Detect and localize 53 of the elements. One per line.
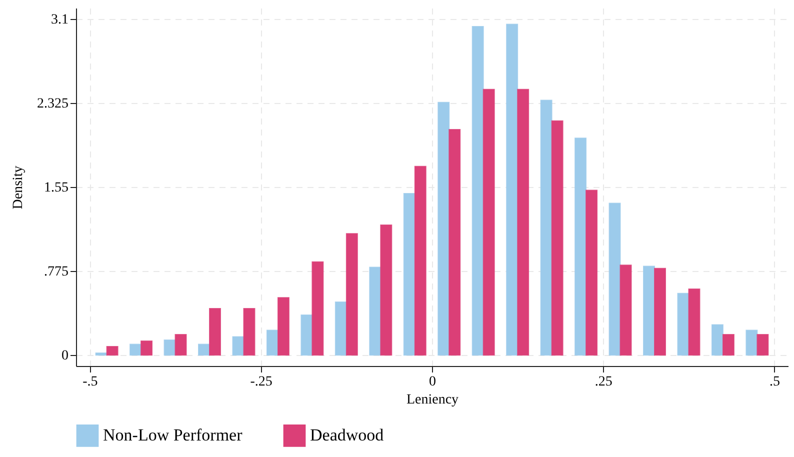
bar — [517, 88, 530, 356]
bar — [677, 292, 690, 356]
bar — [756, 334, 769, 356]
y-tick-label: 3.1 — [51, 12, 68, 28]
bar — [654, 268, 666, 356]
y-tick-label: 1.55 — [44, 180, 68, 196]
bar — [506, 24, 518, 356]
bar — [380, 224, 392, 356]
bar — [414, 166, 426, 356]
bar — [586, 190, 598, 356]
bar — [174, 334, 187, 356]
bar — [438, 102, 450, 356]
bar — [346, 233, 358, 356]
bar — [746, 330, 758, 356]
bar — [266, 330, 278, 356]
bar — [198, 344, 210, 356]
bar — [574, 138, 587, 356]
bar — [130, 344, 142, 356]
bar — [140, 340, 153, 356]
bar — [106, 346, 118, 356]
bar — [369, 266, 382, 356]
legend-label: Deadwood — [310, 426, 384, 445]
x-axis-title: Leniency — [406, 392, 459, 408]
x-tick-label: .25 — [594, 374, 612, 390]
bar — [688, 288, 700, 356]
x-tick-label: -.5 — [82, 374, 98, 390]
bar — [403, 193, 416, 356]
bar — [300, 314, 313, 356]
bar — [540, 100, 552, 356]
bar — [711, 324, 724, 356]
bar — [277, 297, 290, 356]
bar — [448, 129, 461, 356]
bar — [312, 261, 324, 356]
bar — [643, 266, 655, 356]
bar — [232, 336, 244, 356]
bar — [164, 339, 176, 356]
bar — [608, 202, 621, 356]
x-tick-label: -.25 — [250, 374, 272, 390]
y-tick-label: 0 — [62, 348, 68, 364]
bar — [620, 264, 632, 356]
y-tick-label: .775 — [44, 264, 68, 280]
bar — [243, 308, 256, 356]
y-tick-label: 2.325 — [37, 96, 68, 112]
bar — [722, 334, 734, 356]
legend-label: Non-Low Performer — [103, 426, 243, 445]
bar — [472, 26, 484, 356]
x-tick-label: 0 — [429, 374, 436, 390]
y-axis-title: Density — [11, 166, 26, 210]
x-tick-label: .5 — [770, 374, 780, 390]
bar — [482, 88, 495, 356]
bar — [209, 308, 221, 356]
bar — [334, 301, 347, 356]
bar — [551, 120, 564, 356]
